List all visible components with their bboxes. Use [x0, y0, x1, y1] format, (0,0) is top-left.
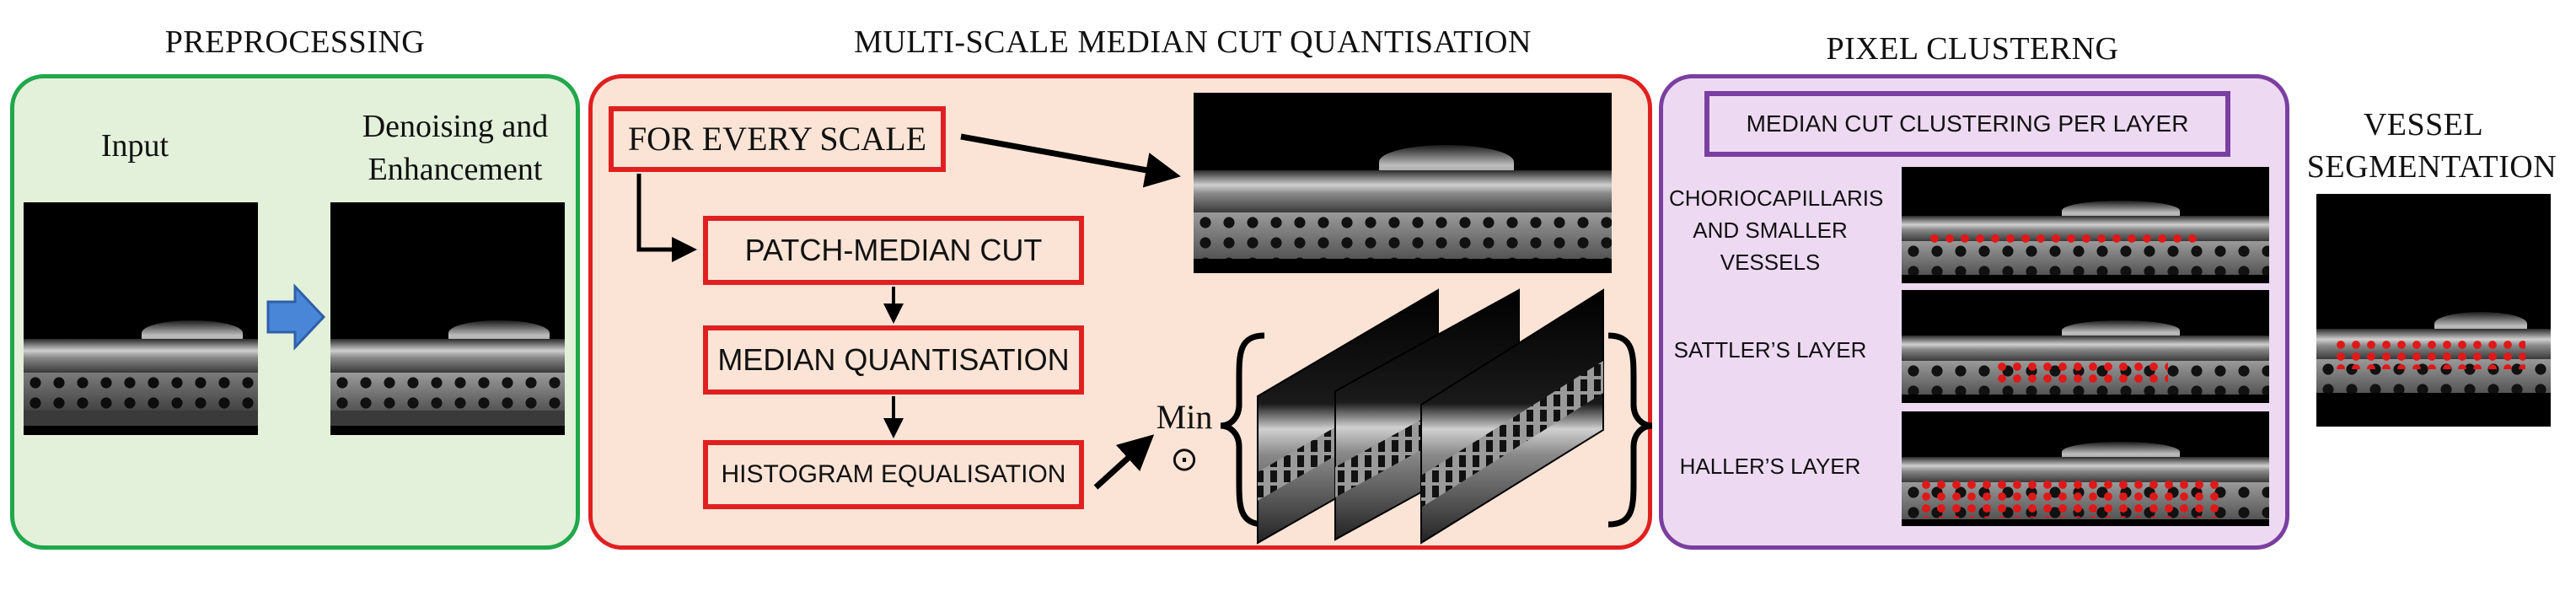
median-quantisation-box: MEDIAN QUANTISATION: [703, 325, 1084, 395]
clustering-title: PIXEL CLUSTERNG: [1826, 31, 2119, 67]
layer1-label-line1: CHORIOCAPILLARIS: [1669, 185, 1884, 211]
layer2-label: SATTLER’S LAYER: [1673, 337, 1867, 363]
layer2-oct-image: [1902, 290, 2269, 403]
vessel-segmentation-image: [2316, 194, 2551, 427]
histogram-equalisation-box: HISTOGRAM EQUALISATION: [703, 440, 1084, 509]
layer3-label: HALLER’S LAYER: [1679, 454, 1861, 479]
clustering-header-box: MEDIAN CUT CLUSTERING PER LAYER: [1704, 91, 2230, 157]
input-oct-image: [24, 202, 258, 435]
layer1-oct-image: [1902, 167, 2269, 283]
min-label: Min: [1156, 398, 1213, 436]
for-every-scale-box: FOR EVERY SCALE: [609, 106, 946, 172]
for-every-scale-label: FOR EVERY SCALE: [627, 120, 927, 158]
layer1-label-line2: AND SMALLER: [1693, 218, 1848, 243]
histogram-equalisation-label: HISTOGRAM EQUALISATION: [721, 460, 1066, 488]
median-quantisation-label: MEDIAN QUANTISATION: [717, 342, 1070, 377]
quantised-oct-image: [1194, 93, 1612, 273]
odot-icon: ⊙: [1170, 440, 1199, 478]
input-label: Input: [100, 128, 169, 164]
denoise-label-line1: Denoising and: [362, 109, 549, 144]
denoised-oct-image: [330, 202, 565, 435]
patch-median-cut-label: PATCH-MEDIAN CUT: [744, 233, 1043, 267]
clustering-header-label: MEDIAN CUT CLUSTERING PER LAYER: [1746, 110, 2189, 137]
layer3-oct-image: [1902, 411, 2269, 526]
denoise-label-line2: Enhancement: [368, 152, 543, 187]
segmentation-title-line1: VESSEL: [2363, 107, 2484, 142]
layer1-label-line3: VESSELS: [1720, 250, 1821, 275]
quantisation-title: MULTI-SCALE MEDIAN CUT QUANTISATION: [854, 24, 1532, 60]
segmentation-title-line2: SEGMENTATION: [2306, 149, 2557, 185]
preprocessing-title: PREPROCESSING: [164, 24, 426, 60]
patch-median-cut-box: PATCH-MEDIAN CUT: [703, 216, 1084, 285]
